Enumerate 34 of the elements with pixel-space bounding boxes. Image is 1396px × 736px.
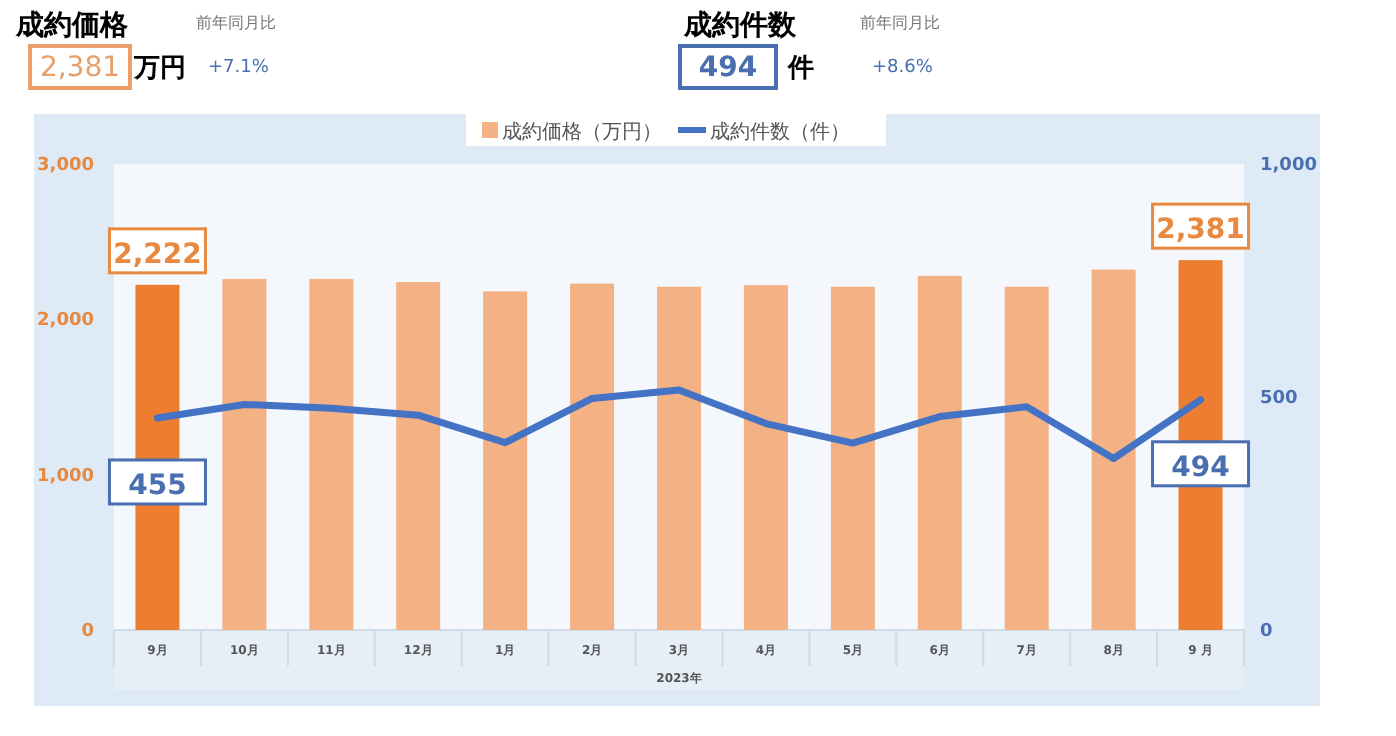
- bar: [1004, 286, 1049, 630]
- bar: [743, 285, 788, 630]
- y-tick-label: 3,000: [37, 156, 94, 176]
- text: 494: [698, 52, 758, 84]
- text: +8.6%: [872, 58, 934, 78]
- text: 前年同月比: [196, 14, 276, 32]
- bar: [222, 278, 267, 630]
- legend-label: 成約価格（万円）: [502, 120, 662, 144]
- data-label: 2,222: [113, 238, 202, 271]
- bar: [830, 286, 875, 630]
- text: 前年同月比: [860, 14, 940, 32]
- bar: [657, 286, 701, 630]
- bar: [570, 283, 615, 630]
- text: +7.1%: [208, 58, 270, 78]
- text: 成約件数: [682, 10, 798, 42]
- bar: [917, 275, 962, 630]
- legend-label: 成約件数（件）: [710, 120, 850, 144]
- y2-tick-label: 1,000: [1260, 156, 1317, 176]
- bar: [483, 291, 528, 630]
- data-label: 2,381: [1156, 214, 1245, 247]
- bar: [1091, 269, 1136, 630]
- bar: [309, 278, 354, 630]
- data-label: 494: [1171, 451, 1231, 484]
- text: 成約価格: [14, 10, 130, 42]
- y2-tick-label: 500: [1260, 389, 1298, 409]
- y2-tick-label: 0: [1260, 622, 1273, 642]
- y-tick-label: 0: [81, 622, 94, 642]
- text: 件: [786, 54, 814, 84]
- y-tick-label: 2,000: [37, 311, 94, 332]
- text: 2,381: [39, 52, 121, 84]
- y-tick-label: 1,000: [37, 466, 94, 487]
- data-label: 455: [128, 469, 187, 502]
- bar: [396, 282, 441, 630]
- text: 万円: [132, 54, 186, 84]
